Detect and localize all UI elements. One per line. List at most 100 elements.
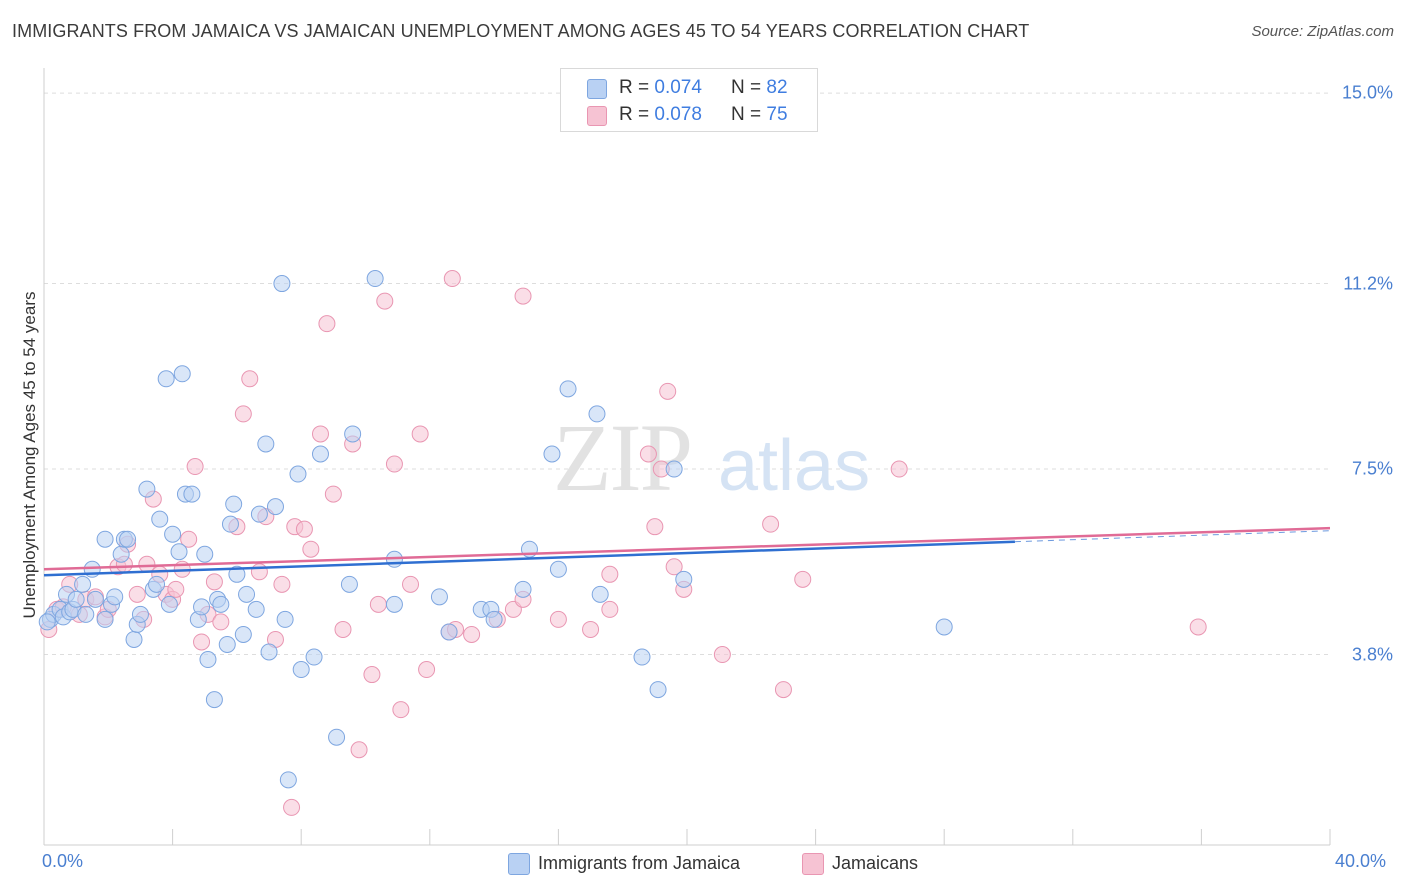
legend-bottom-swatch-pink bbox=[802, 853, 824, 875]
jamaicans-point bbox=[138, 555, 156, 573]
trend-lines bbox=[43, 526, 1331, 577]
immigrants-point bbox=[164, 525, 182, 543]
source-label: Source: ZipAtlas.com bbox=[1251, 23, 1394, 40]
immigrants-point bbox=[148, 575, 166, 593]
jamaicans-point bbox=[205, 573, 223, 591]
immigrants-point bbox=[212, 595, 230, 613]
jamaicans-point bbox=[794, 570, 812, 588]
immigrants-point bbox=[225, 495, 243, 513]
jamaicans-point bbox=[324, 485, 342, 503]
jamaicans-point bbox=[665, 558, 683, 576]
jamaicans-point bbox=[283, 798, 301, 816]
legend-swatch-pink bbox=[587, 106, 607, 126]
immigrants-point bbox=[344, 425, 362, 443]
immigrants-trend-line bbox=[43, 540, 1015, 577]
immigrants-point bbox=[196, 545, 214, 563]
jamaicans-points bbox=[40, 270, 1207, 816]
legend-bottom-label-immigrants: Immigrants from Jamaica bbox=[538, 853, 741, 873]
immigrants-point bbox=[193, 598, 211, 616]
chart-title: IMMIGRANTS FROM JAMAICA VS JAMAICAN UNEM… bbox=[12, 21, 1030, 41]
immigrants-point bbox=[205, 691, 223, 709]
immigrants-point bbox=[665, 460, 683, 478]
immigrants-point bbox=[247, 600, 265, 618]
legend-stats: R = 0.074 N = 82 R = 0.078 N = 75 bbox=[560, 68, 818, 132]
jamaicans-point bbox=[646, 518, 664, 536]
jamaicans-point bbox=[273, 575, 291, 593]
immigrants-point bbox=[266, 498, 284, 516]
jamaicans-point bbox=[1189, 618, 1207, 636]
immigrants-point bbox=[125, 630, 143, 648]
jamaicans-point bbox=[212, 613, 230, 631]
jamaicans-point bbox=[762, 515, 780, 533]
jamaicans-point bbox=[193, 633, 211, 651]
y-tick-label: 11.2% bbox=[1343, 273, 1393, 294]
jamaicans-point bbox=[514, 287, 532, 305]
legend-n-jamaicans: N = 75 bbox=[731, 104, 788, 125]
immigrants-point bbox=[96, 530, 114, 548]
x-tick-max: 40.0% bbox=[1335, 851, 1387, 871]
immigrants-point bbox=[74, 575, 92, 593]
immigrants-point bbox=[221, 515, 239, 533]
immigrants-point bbox=[157, 370, 175, 388]
immigrants-point bbox=[340, 575, 358, 593]
jamaicans-point bbox=[549, 610, 567, 628]
immigrants-point bbox=[549, 560, 567, 578]
immigrants-point bbox=[106, 588, 124, 606]
immigrants-point bbox=[366, 270, 384, 288]
immigrants-point bbox=[385, 595, 403, 613]
jamaicans-point bbox=[890, 460, 908, 478]
immigrants-point bbox=[86, 590, 104, 608]
legend-r-immigrants: R = 0.074 bbox=[619, 77, 702, 98]
immigrants-point bbox=[588, 405, 606, 423]
jamaicans-point bbox=[713, 646, 731, 664]
jamaicans-point bbox=[128, 585, 146, 603]
immigrants-point bbox=[119, 530, 137, 548]
immigrants-points bbox=[38, 270, 953, 789]
immigrants-point bbox=[250, 505, 268, 523]
immigrants-point bbox=[935, 618, 953, 636]
immigrants-point bbox=[430, 588, 448, 606]
immigrants-point bbox=[234, 625, 252, 643]
immigrants-point bbox=[96, 610, 114, 628]
axes bbox=[43, 68, 1331, 846]
immigrants-point bbox=[183, 485, 201, 503]
immigrants-point bbox=[228, 565, 246, 583]
watermark-zip: ZIP bbox=[553, 404, 691, 511]
immigrants-point bbox=[38, 613, 56, 631]
immigrants-point bbox=[591, 585, 609, 603]
jamaicans-point bbox=[443, 270, 461, 288]
immigrants-point bbox=[67, 590, 85, 608]
jamaicans-point bbox=[350, 741, 368, 759]
jamaicans-point bbox=[463, 625, 481, 643]
jamaicans-point bbox=[392, 701, 410, 719]
jamaicans-point bbox=[311, 425, 329, 443]
jamaicans-point bbox=[180, 530, 198, 548]
immigrants-point bbox=[485, 610, 503, 628]
immigrants-trend-extension bbox=[1014, 530, 1331, 543]
immigrants-point bbox=[131, 605, 149, 623]
immigrants-point bbox=[112, 545, 130, 563]
jamaicans-point bbox=[659, 382, 677, 400]
immigrants-point bbox=[328, 728, 346, 746]
immigrants-point bbox=[675, 570, 693, 588]
y-tick-label: 7.5% bbox=[1351, 458, 1393, 479]
legend-swatch-blue bbox=[587, 79, 607, 99]
immigrants-point bbox=[170, 543, 188, 561]
jamaicans-point bbox=[234, 405, 252, 423]
jamaicans-point bbox=[295, 520, 313, 538]
legend-bottom-swatch-blue bbox=[508, 853, 530, 875]
jamaicans-point bbox=[363, 666, 381, 684]
immigrants-point bbox=[559, 380, 577, 398]
immigrants-point bbox=[199, 651, 217, 669]
jamaicans-point bbox=[250, 563, 268, 581]
immigrants-point bbox=[305, 648, 323, 666]
jamaicans-point bbox=[774, 681, 792, 699]
jamaicans-point bbox=[601, 600, 619, 618]
x-tick-min: 0.0% bbox=[42, 851, 84, 871]
immigrants-point bbox=[649, 681, 667, 699]
jamaicans-point bbox=[402, 575, 420, 593]
immigrants-point bbox=[138, 480, 156, 498]
immigrants-point bbox=[292, 661, 310, 679]
jamaicans-point bbox=[369, 595, 387, 613]
